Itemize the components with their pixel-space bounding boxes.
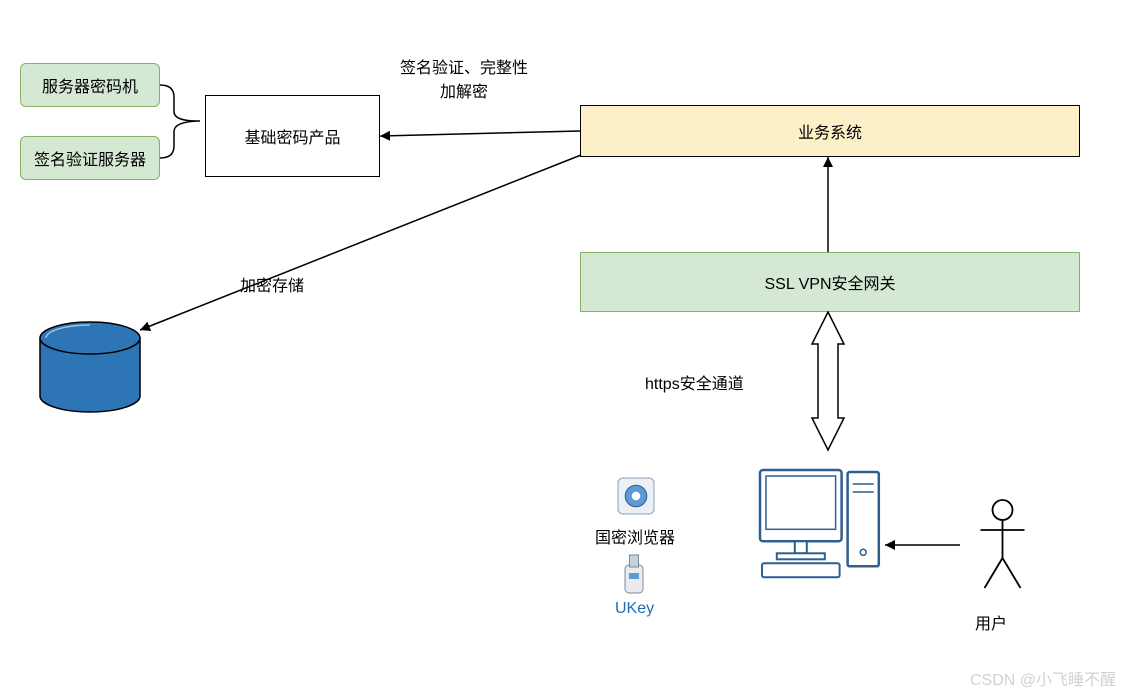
user-label: 用户 [975,610,1007,634]
node-sign-verify-server: 签名验证服务器 [20,136,160,180]
double-arrow-icon [812,312,844,450]
edge-arrow [380,131,580,136]
node-business-system: 业务系统 [580,105,1080,157]
node-label: 服务器密码机 [42,73,138,97]
user-icon [993,500,1013,520]
edge-label-https: https安全通道 [645,370,744,394]
edge-label-sign-verify: 签名验证、完整性 加解密 [400,54,528,102]
browser-icon [618,478,654,514]
database-icon [40,338,140,412]
node-server-cipher: 服务器密码机 [20,63,160,107]
edge-label-enc-storage: 加密存储 [240,272,304,296]
node-ssl-vpn: SSL VPN安全网关 [580,252,1080,312]
node-base-crypto: 基础密码产品 [205,95,380,177]
diagram-canvas: 服务器密码机 签名验证服务器 基础密码产品 业务系统 SSL VPN安全网关 签… [0,0,1148,694]
watermark: CSDN @小飞睡不醒 [970,666,1116,690]
edge-arrow [140,155,581,330]
browser-label: 国密浏览器 [595,524,675,548]
brace-icon [160,85,200,158]
ukey-icon [625,565,643,593]
node-label: SSL VPN安全网关 [765,270,896,294]
node-label: 签名验证服务器 [34,146,146,170]
ukey-label: UKey [615,600,654,618]
node-label: 基础密码产品 [244,124,340,148]
computer-icon [760,470,842,541]
node-label: 业务系统 [798,119,862,143]
